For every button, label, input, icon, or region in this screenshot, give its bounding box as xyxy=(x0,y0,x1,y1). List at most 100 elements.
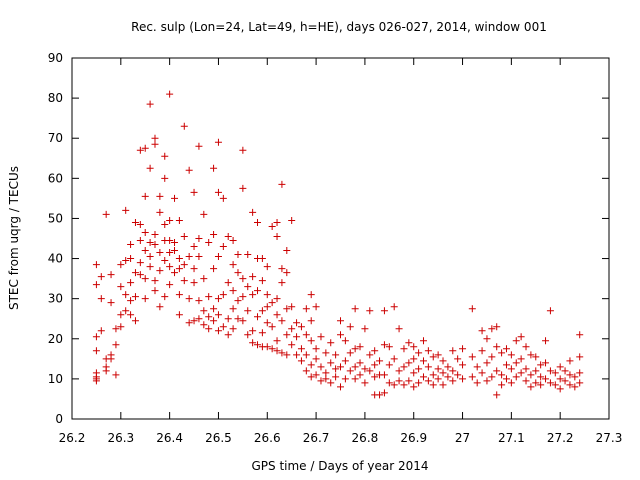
data-point xyxy=(493,323,501,331)
data-point xyxy=(283,305,291,313)
data-point xyxy=(405,359,413,367)
data-point xyxy=(283,331,291,339)
data-point xyxy=(507,379,515,387)
data-point xyxy=(478,327,486,335)
data-point xyxy=(429,381,437,389)
data-point xyxy=(249,273,257,281)
data-point xyxy=(254,287,262,295)
data-point xyxy=(415,349,423,357)
data-point xyxy=(92,333,100,341)
data-point xyxy=(219,323,227,331)
data-point xyxy=(366,307,374,315)
data-point xyxy=(502,361,510,369)
data-point xyxy=(341,357,349,365)
data-point xyxy=(395,377,403,385)
data-point xyxy=(190,188,198,196)
data-point xyxy=(136,220,144,228)
data-point xyxy=(341,375,349,383)
data-point xyxy=(542,337,550,345)
data-point xyxy=(278,279,286,287)
data-point xyxy=(92,261,100,269)
data-point xyxy=(127,255,135,263)
data-point xyxy=(112,341,120,349)
data-point xyxy=(151,277,159,285)
data-point xyxy=(493,343,501,351)
data-point xyxy=(219,194,227,202)
chart-title: Rec. sulp (Lon=24, Lat=49, h=HE), days 0… xyxy=(131,20,547,34)
data-point xyxy=(390,303,398,311)
data-point xyxy=(97,295,105,303)
y-axis-label: STEC from uqrg / TECUs xyxy=(7,166,21,310)
data-point xyxy=(224,315,232,323)
data-point xyxy=(556,385,564,393)
data-point xyxy=(166,90,174,98)
data-point xyxy=(122,307,130,315)
data-point xyxy=(478,369,486,377)
data-point xyxy=(297,323,305,331)
data-point xyxy=(297,345,305,353)
data-point xyxy=(561,377,569,385)
data-point xyxy=(175,216,183,224)
data-point xyxy=(473,363,481,371)
data-point xyxy=(263,343,271,351)
data-point xyxy=(317,333,325,341)
data-point xyxy=(146,253,154,261)
data-point xyxy=(224,279,232,287)
data-point xyxy=(312,345,320,353)
data-point xyxy=(522,365,530,373)
data-point xyxy=(385,361,393,369)
data-point xyxy=(278,265,286,273)
data-point xyxy=(239,317,247,325)
data-point xyxy=(273,232,281,240)
data-point xyxy=(293,351,301,359)
data-point xyxy=(434,351,442,359)
data-point xyxy=(410,369,418,377)
data-point xyxy=(429,353,437,361)
data-point xyxy=(444,363,452,371)
data-point xyxy=(288,325,296,333)
data-point xyxy=(327,379,335,387)
data-point xyxy=(351,305,359,313)
data-point xyxy=(268,222,276,230)
data-point xyxy=(571,373,579,381)
data-point xyxy=(171,194,179,202)
data-point xyxy=(249,339,257,347)
data-point xyxy=(419,337,427,345)
data-point xyxy=(385,379,393,387)
data-point xyxy=(205,313,213,321)
data-point xyxy=(312,355,320,363)
data-point xyxy=(571,383,579,391)
data-point xyxy=(488,353,496,361)
data-point xyxy=(302,351,310,359)
data-point xyxy=(249,327,257,335)
data-point xyxy=(380,389,388,397)
data-point xyxy=(205,325,213,333)
data-point xyxy=(214,327,222,335)
data-point xyxy=(136,146,144,154)
data-point xyxy=(166,237,174,245)
data-point xyxy=(317,377,325,385)
data-point xyxy=(371,347,379,355)
data-point xyxy=(566,381,574,389)
data-point xyxy=(288,303,296,311)
x-tick-label: 27 xyxy=(455,431,470,445)
y-tick-label: 30 xyxy=(48,292,63,306)
data-point xyxy=(512,373,520,381)
data-point xyxy=(244,331,252,339)
data-point xyxy=(239,146,247,154)
data-point xyxy=(195,297,203,305)
data-point xyxy=(576,353,584,361)
data-point xyxy=(263,291,271,299)
y-tick-label: 70 xyxy=(48,131,63,145)
data-point xyxy=(527,383,535,391)
data-point xyxy=(337,331,344,339)
data-point xyxy=(210,230,218,238)
data-point xyxy=(429,371,437,379)
data-point xyxy=(131,317,139,325)
data-point xyxy=(190,243,198,251)
data-point xyxy=(122,257,130,265)
data-point xyxy=(337,317,344,325)
data-point xyxy=(273,295,281,303)
data-point xyxy=(136,237,144,245)
